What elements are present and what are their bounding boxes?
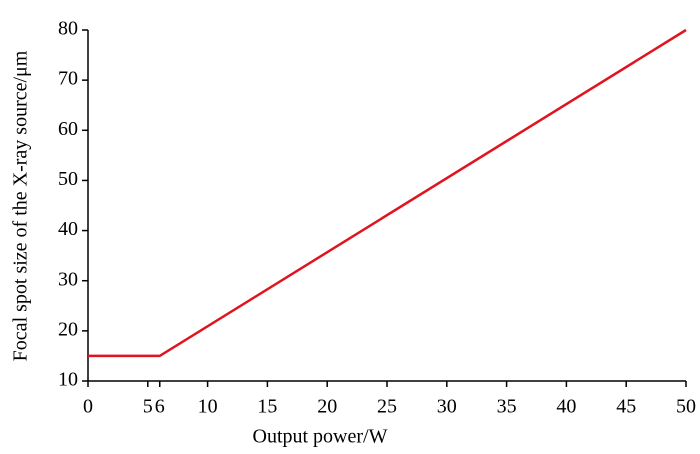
y-tick-label: 10	[58, 369, 78, 391]
x-tick-label: 35	[497, 396, 517, 418]
y-tick-label: 70	[58, 68, 78, 90]
y-tick-label: 20	[58, 318, 78, 340]
x-tick-label: 20	[317, 396, 337, 418]
y-tick-label: 30	[58, 268, 78, 290]
y-tick-label: 40	[58, 218, 78, 240]
y-tick-label: 60	[58, 118, 78, 140]
x-tick-label: 10	[198, 396, 218, 418]
x-tick-label: 25	[377, 396, 397, 418]
x-tick-label: 6	[155, 396, 165, 418]
x-axis-title: Output power/W	[253, 426, 388, 448]
x-tick-label: 15	[257, 396, 277, 418]
x-tick-label: 40	[556, 396, 576, 418]
x-tick-label: 30	[437, 396, 457, 418]
x-tick-label: 50	[676, 396, 696, 418]
x-tick-label: 0	[83, 396, 93, 418]
data-line	[88, 28, 687, 358]
y-tick-label: 80	[58, 18, 78, 40]
x-tick-label: 45	[616, 396, 636, 418]
x-tick-label: 5	[143, 396, 153, 418]
y-tick-label: 50	[58, 168, 78, 190]
y-axis-title: Focal spot size of the X-ray source/μm	[10, 50, 32, 361]
